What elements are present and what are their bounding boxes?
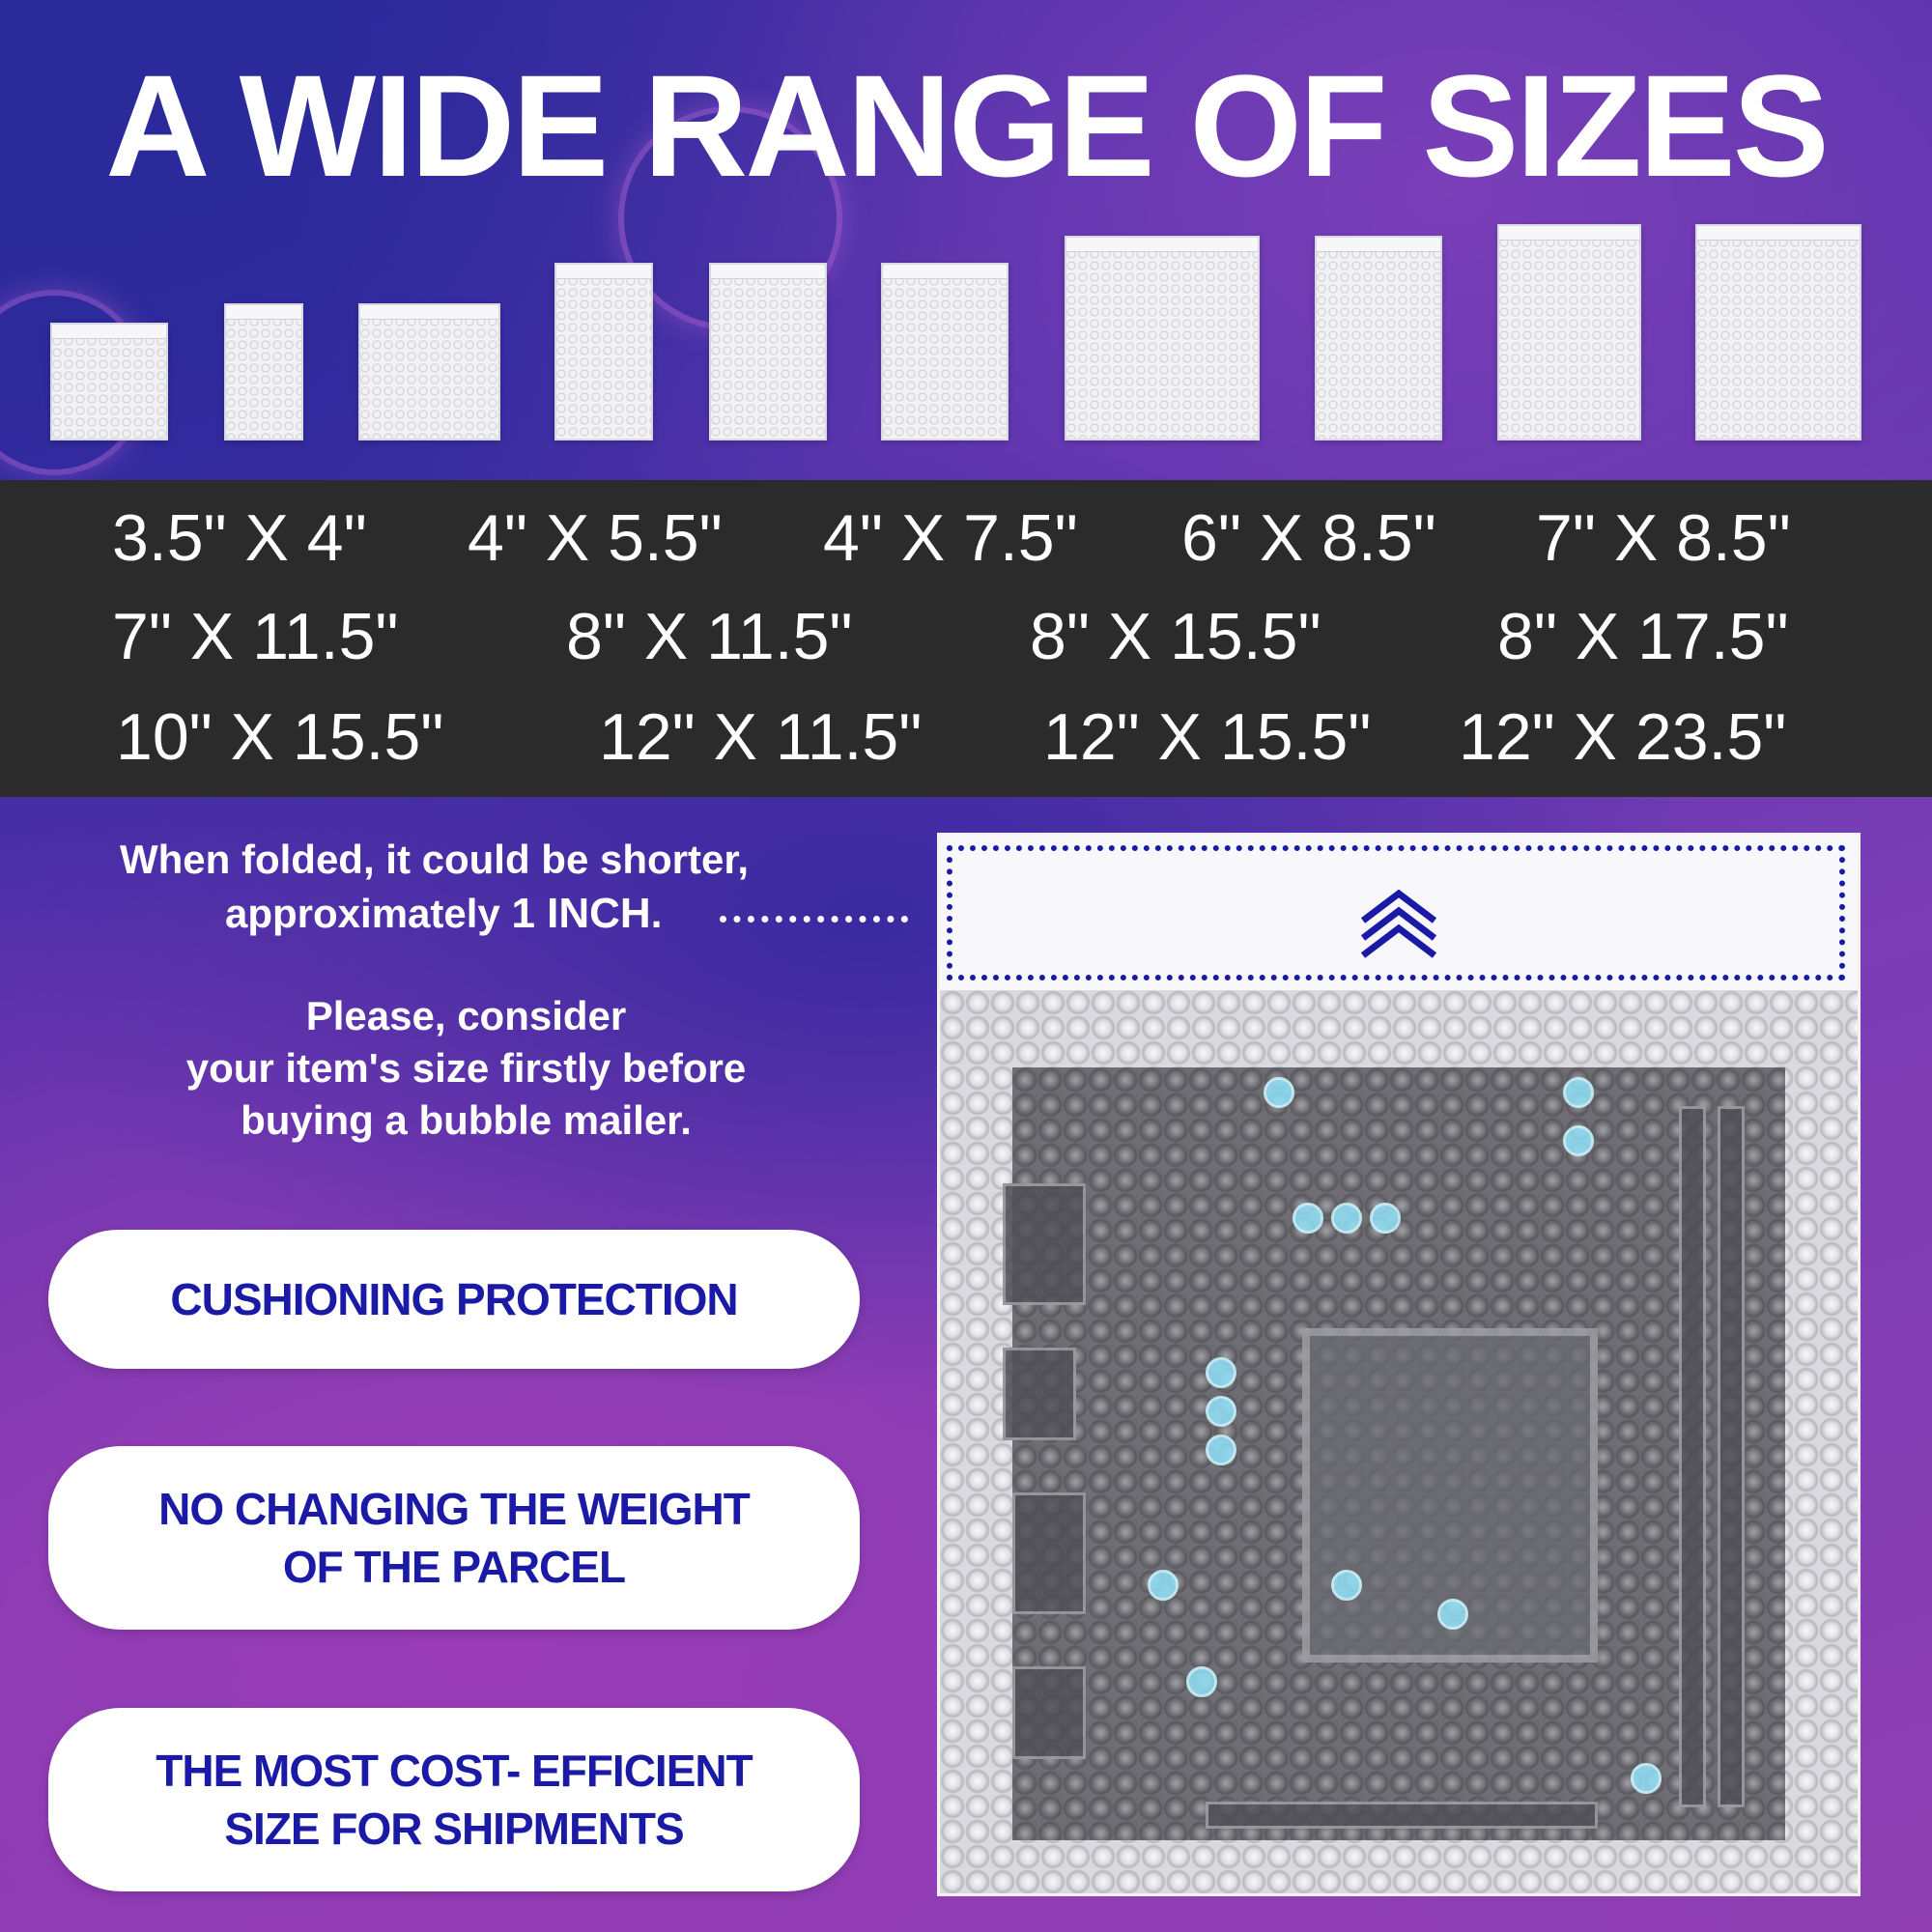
mailer-thumbnail — [358, 303, 500, 440]
feature-text: NO CHANGING THE WEIGHT — [158, 1484, 751, 1534]
io-port — [1003, 1348, 1076, 1440]
fold-note-line1: When folded, it could be shorter, — [120, 837, 750, 882]
capacitor — [1331, 1570, 1362, 1601]
mailer-thumbnail — [1065, 236, 1260, 440]
consider-note-line2: your item's size firstly before — [185, 1045, 747, 1091]
capacitor — [1370, 1203, 1401, 1234]
capacitor — [1264, 1077, 1294, 1108]
feature-pill-weight: NO CHANGING THE WEIGHT OF THE PARCEL — [48, 1446, 860, 1630]
io-port — [1003, 1183, 1086, 1305]
size-label: 7" X 8.5" — [1536, 501, 1791, 575]
mailer-thumbnail — [1695, 224, 1861, 440]
size-label: 12" X 23.5" — [1459, 700, 1787, 774]
feature-pill-cost: THE MOST COST- EFFICIENT SIZE FOR SHIPME… — [48, 1708, 860, 1891]
size-label: 7" X 11.5" — [112, 600, 399, 673]
consider-note-line3: buying a bubble mailer. — [241, 1097, 692, 1143]
size-label: 12" X 11.5" — [599, 700, 923, 774]
io-port — [1012, 1666, 1086, 1759]
size-label: 4" X 7.5" — [823, 501, 1078, 575]
mailer-size-thumbnails — [0, 0, 1932, 454]
flap-dotted-outline — [947, 845, 1845, 980]
dotted-connector — [720, 916, 908, 923]
capacitor — [1437, 1599, 1468, 1630]
size-label: 8" X 15.5" — [1030, 600, 1321, 673]
ram-slot — [1718, 1106, 1745, 1807]
size-label: 12" X 15.5" — [1043, 700, 1372, 774]
mailer-thumbnail — [881, 263, 1009, 440]
capacitor — [1148, 1570, 1179, 1601]
size-label: 6" X 8.5" — [1181, 501, 1436, 575]
mailer-thumbnail — [554, 263, 653, 440]
size-label: 8" X 11.5" — [566, 600, 853, 673]
feature-pill-cushioning: CUSHIONING PROTECTION — [48, 1230, 860, 1369]
bubble-wrap-area — [940, 990, 1858, 1893]
motherboard — [1003, 1067, 1785, 1840]
mailer-thumbnail — [1315, 236, 1442, 440]
capacitor — [1186, 1666, 1217, 1697]
ram-slot — [1679, 1106, 1706, 1807]
mailer-thumbnail — [709, 263, 827, 440]
capacitor — [1206, 1435, 1236, 1465]
sizes-band: 3.5" X 4" 4" X 5.5" 4" X 7.5" 6" X 8.5" … — [0, 480, 1932, 797]
capacitor — [1206, 1357, 1236, 1388]
fold-note-bold: 1 INCH — [511, 890, 651, 937]
capacitor — [1631, 1763, 1662, 1794]
mailer-thumbnail — [1497, 224, 1641, 440]
chevron-up-icon — [1360, 889, 1437, 958]
fold-note-prefix: approximately — [225, 891, 512, 936]
consider-note-line1: Please, consider — [305, 993, 627, 1038]
mailer-thumbnail — [224, 303, 303, 440]
size-label: 8" X 17.5" — [1497, 600, 1789, 673]
size-label: 3.5" X 4" — [112, 501, 367, 575]
capacitor — [1331, 1203, 1362, 1234]
feature-text: CUSHIONING PROTECTION — [170, 1274, 738, 1324]
mailer-flap — [940, 836, 1858, 990]
io-port — [1012, 1492, 1086, 1614]
size-label: 4" X 5.5" — [468, 501, 723, 575]
capacitor — [1206, 1396, 1236, 1427]
feature-text: OF THE PARCEL — [282, 1542, 626, 1592]
feature-text: SIZE FOR SHIPMENTS — [224, 1804, 684, 1854]
feature-text: THE MOST COST- EFFICIENT — [156, 1746, 753, 1796]
mailer-thumbnail — [50, 323, 168, 440]
page-title: A WIDE RANGE OF SIZES — [105, 44, 1830, 207]
pcie-slot — [1206, 1802, 1598, 1829]
size-label: 10" X 15.5" — [116, 700, 444, 774]
bubble-mailer-product-image — [937, 833, 1861, 1896]
fold-note-suffix: . — [650, 891, 663, 936]
capacitor — [1563, 1125, 1594, 1156]
capacitor — [1563, 1077, 1594, 1108]
fold-note-line2: approximately 1 INCH. — [225, 887, 662, 941]
capacitor — [1293, 1203, 1323, 1234]
